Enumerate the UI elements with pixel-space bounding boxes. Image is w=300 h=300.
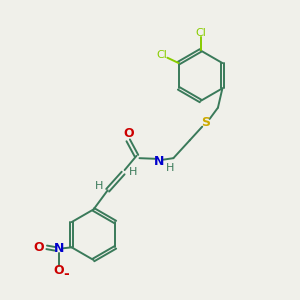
Text: H: H [129, 167, 138, 177]
Text: O: O [54, 264, 64, 277]
Text: H: H [166, 163, 175, 173]
Text: -: - [63, 267, 69, 281]
Text: H: H [95, 181, 103, 191]
Text: N: N [54, 242, 64, 255]
Text: O: O [33, 241, 44, 254]
Text: O: O [123, 127, 134, 140]
Text: Cl: Cl [157, 50, 168, 60]
Text: Cl: Cl [195, 28, 206, 38]
Text: S: S [202, 116, 211, 129]
Text: N: N [154, 154, 165, 168]
